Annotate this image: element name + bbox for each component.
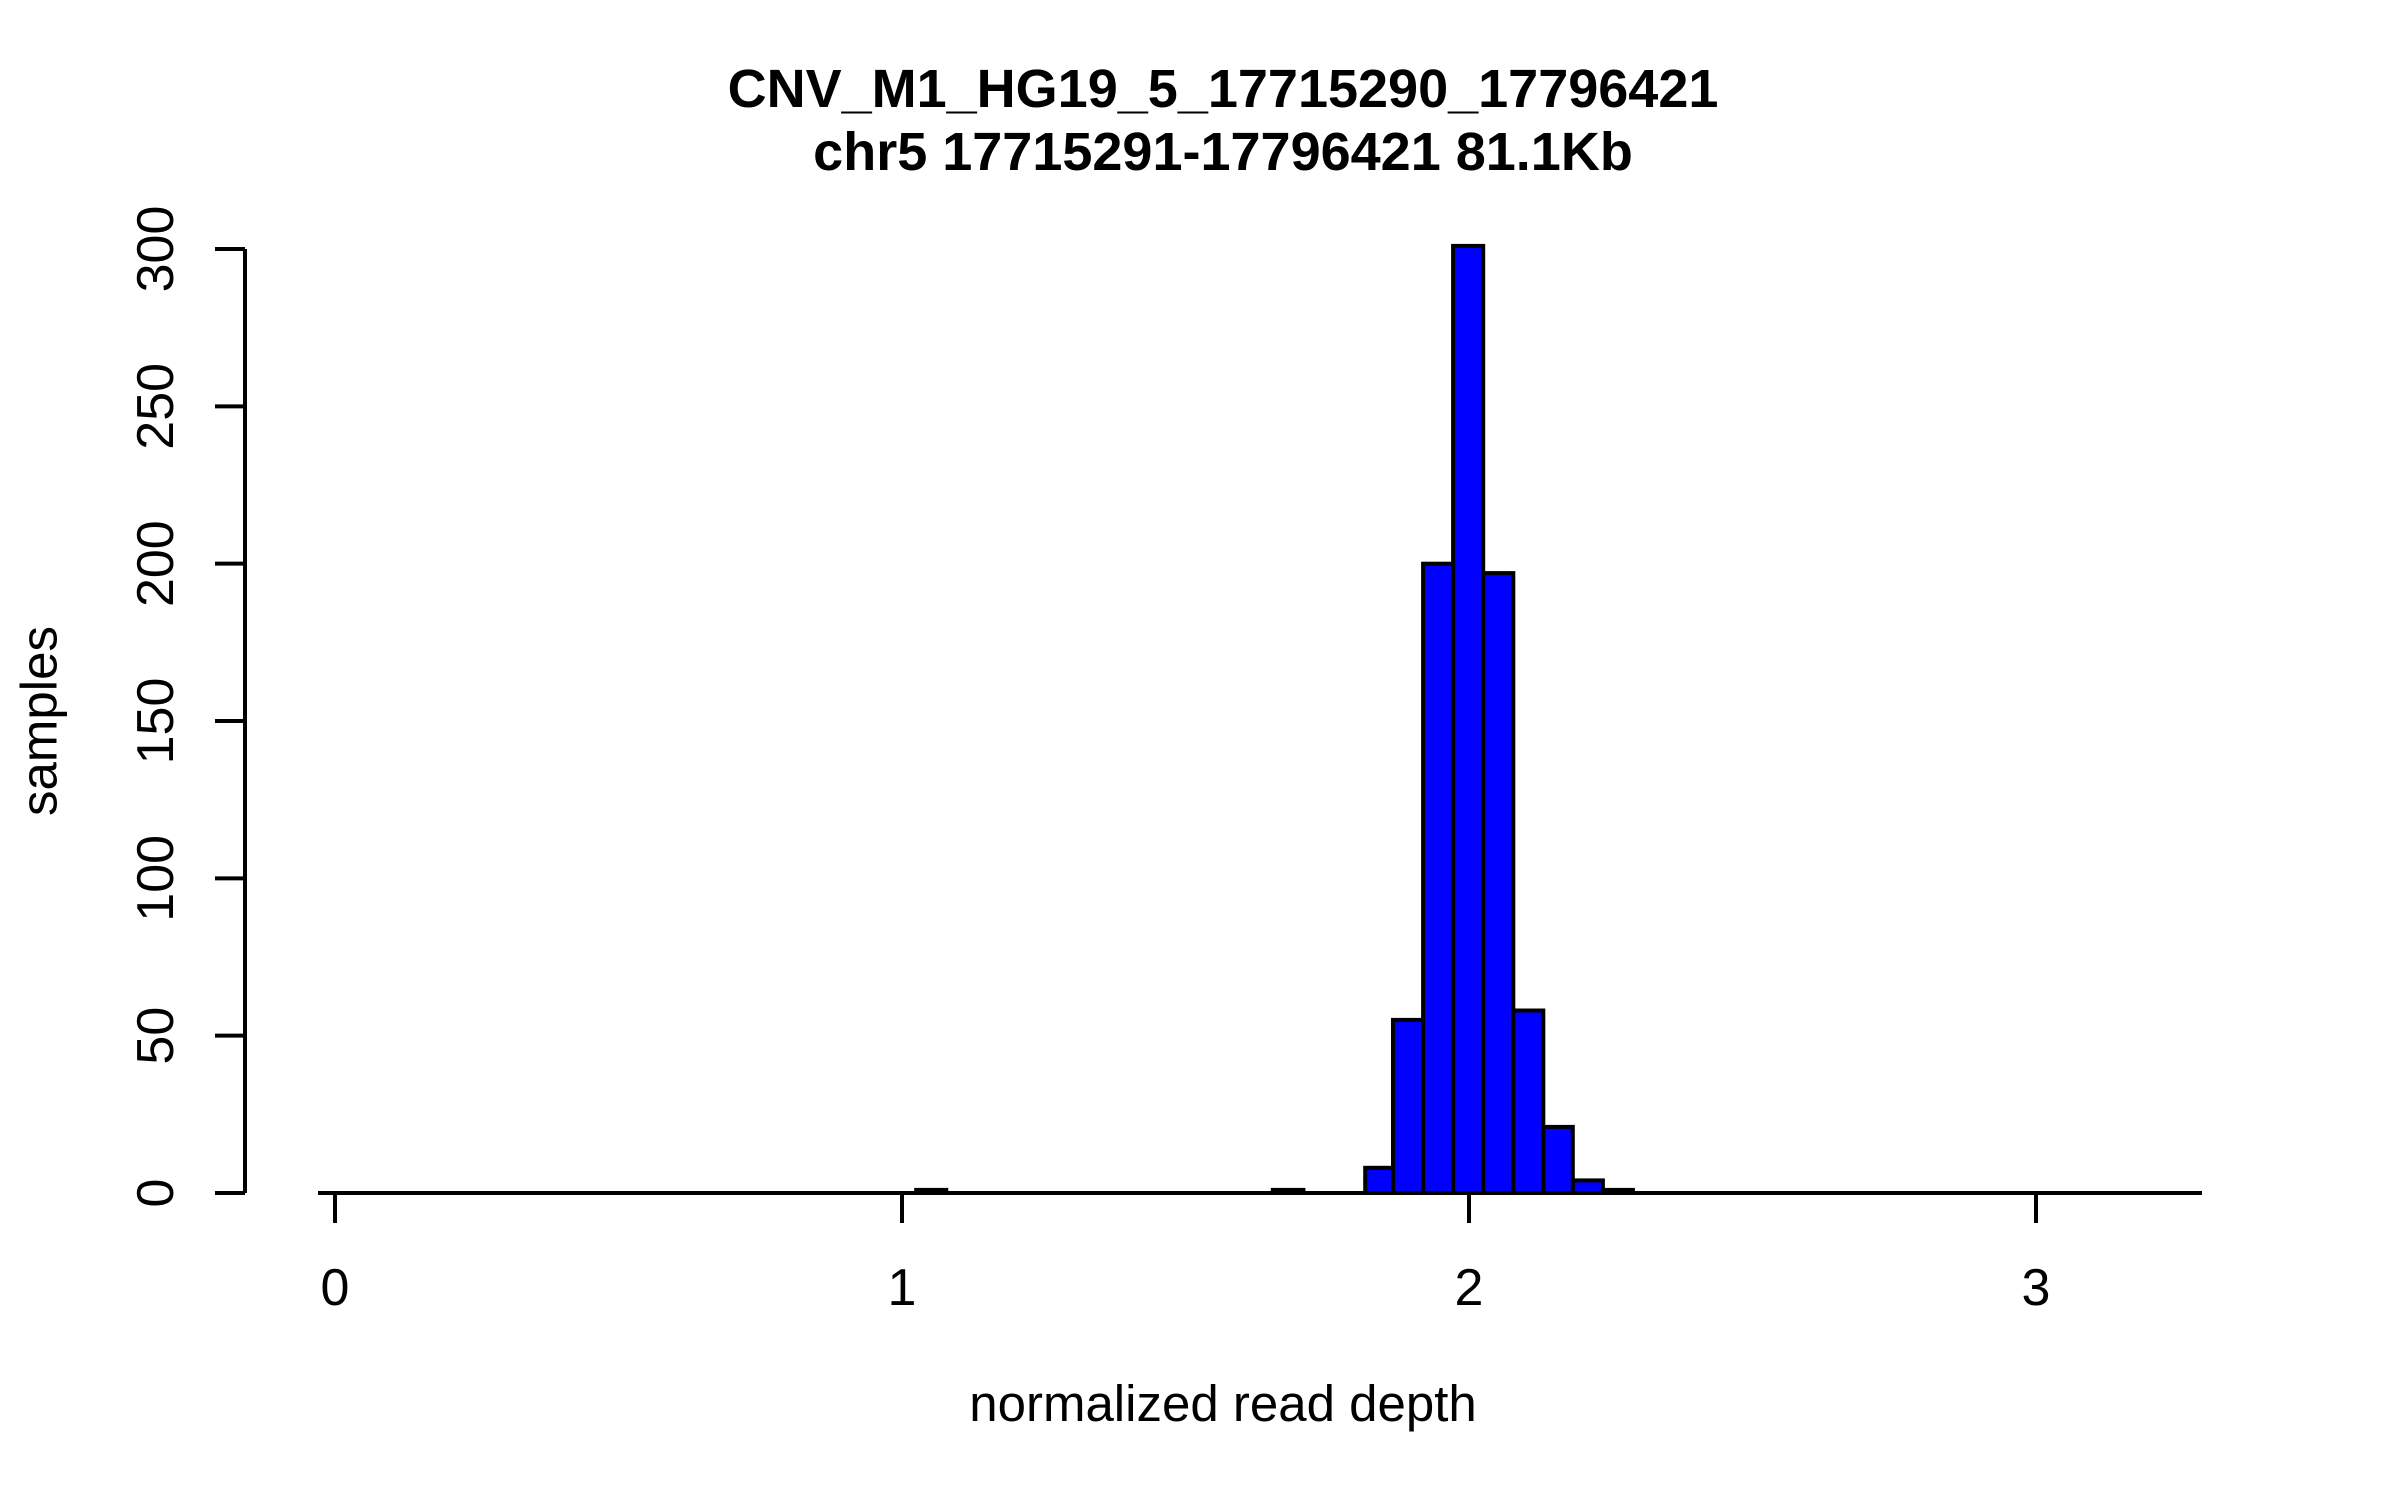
y-tick-label: 50 [127,1007,185,1065]
y-tick-label: 250 [127,363,185,450]
x-tick-label: 0 [321,1259,350,1317]
y-tick-label: 300 [127,206,185,293]
y-tick-label: 200 [127,520,185,607]
y-axis-label: samples [10,626,68,816]
histogram-bar [1481,571,1516,1195]
histogram-bar [1451,243,1486,1195]
y-tick-label: 150 [127,678,185,765]
histogram-bar [1363,1165,1395,1196]
histogram-bar [1511,1008,1546,1195]
histogram-bar [1541,1124,1575,1196]
chart-subtitle: chr5 17715291-17796421 81.1Kb [813,122,1633,182]
histogram-bar [1421,561,1456,1195]
y-tick-label: 100 [127,835,185,922]
x-tick-label: 2 [1455,1259,1484,1317]
x-tick-label: 1 [888,1259,917,1317]
y-tick-label: 0 [127,1179,185,1208]
chart-title: CNV_M1_HG19_5_17715290_17796421 [727,59,1719,119]
histogram-bar [1391,1017,1426,1196]
x-tick-label: 3 [2022,1259,2051,1317]
x-axis-label: normalized read depth [969,1375,1477,1432]
histogram-bars [914,243,1635,1196]
axes: 0 1 2 3 0 50 100 150 200 250 300 [127,206,2202,1317]
